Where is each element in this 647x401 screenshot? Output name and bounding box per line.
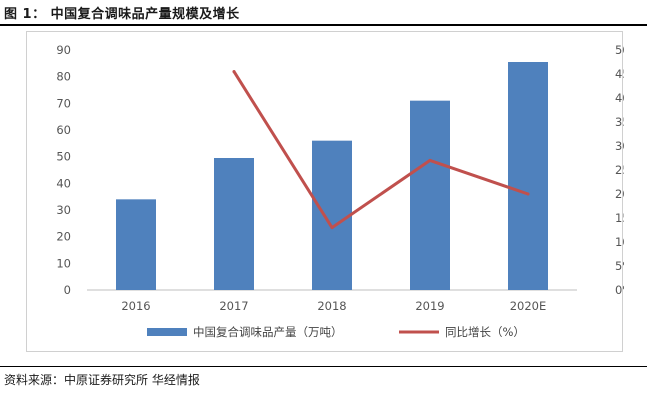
right-axis-tick-label: 10% [615,235,624,249]
right-axis-tick-label: 45% [615,67,624,81]
legend-swatch-bar [147,328,187,336]
left-axis-tick-label: 20 [56,230,71,244]
right-axis-tick-label: 5% [615,259,624,273]
legend-label-bar: 中国复合调味品产量（万吨） [193,325,343,339]
x-axis-category-label: 2020E [510,299,547,313]
x-axis-category-label: 2019 [415,299,444,313]
right-axis-tick-label: 50% [615,43,624,57]
bar-production-2016 [116,199,156,290]
left-axis-tick-label: 10 [56,256,71,270]
right-axis-tick-label: 40% [615,91,624,105]
chart-frame: 0 10 20 30 40 50 60 70 80 90 0% 5% 10% 15% 20% 25% 30% 35… [26,31,624,352]
right-axis-tick-label: 20% [615,187,624,201]
bar-production-2017 [214,158,254,290]
bottom-rule [0,366,647,367]
left-axis-tick-label: 0 [64,283,71,297]
x-axis-category-label: 2017 [219,299,248,313]
growth-point-2017 [232,70,236,74]
growth-rate-line [232,70,530,230]
right-axis-tick-label: 35% [615,115,624,129]
growth-point-2019 [428,158,432,162]
left-axis-tick-label: 40 [56,176,71,190]
bar-production-2019 [410,100,450,291]
source-note: 资料来源：中原证券研究所 华经情报 [4,373,200,387]
left-axis-tick-label: 80 [56,70,71,84]
figure-title: 图 1： 中国复合调味品产量规模及增长 [4,7,240,22]
right-axis-tick-label: 0% [615,283,624,297]
bar-production-2020E [508,62,548,290]
right-axis-tick-label: 30% [615,139,624,153]
bar-production-2018 [312,140,352,290]
left-axis-tick-label: 70 [56,96,71,110]
x-axis-category-label: 2018 [317,299,346,313]
x-axis-category-label: 2016 [121,299,150,313]
left-axis-tick-label: 90 [56,43,71,57]
legend-label-line: 同比增长（%） [445,325,525,339]
combo-chart: 0 10 20 30 40 50 60 70 80 90 0% 5% 10% 15% 20% 25% 30% 35… [56,43,624,339]
left-axis-tick-label: 30 [56,203,71,217]
top-rule [0,24,647,26]
growth-point-2020E [526,192,530,196]
right-axis-tick-label: 25% [615,163,624,177]
growth-point-2018 [330,226,334,230]
left-axis-tick-label: 60 [56,123,71,137]
right-axis-tick-label: 15% [615,211,624,225]
left-axis-tick-label: 50 [56,150,71,164]
